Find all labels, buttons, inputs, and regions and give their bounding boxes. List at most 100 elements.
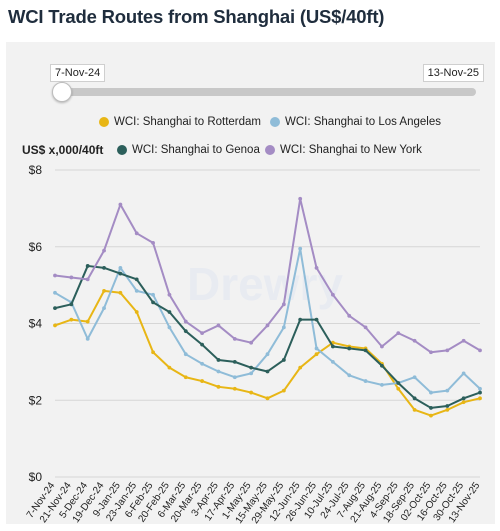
data-point <box>232 336 237 341</box>
data-point <box>249 390 254 395</box>
legend-item-genoa[interactable]: WCI: Shanghai to Genoa <box>117 144 260 156</box>
data-point <box>85 336 90 341</box>
y-tick-label: $2 <box>29 393 43 407</box>
data-point <box>298 246 303 251</box>
legend-label-genoa: WCI: Shanghai to Genoa <box>132 144 260 156</box>
data-point <box>183 375 188 380</box>
y-tick-label: $0 <box>29 470 43 484</box>
data-point <box>134 310 139 314</box>
data-point <box>363 379 368 383</box>
data-point <box>314 317 319 322</box>
legend-dot-los-angeles <box>270 117 280 127</box>
data-point <box>461 371 466 376</box>
data-point <box>151 350 155 355</box>
data-point <box>232 375 237 380</box>
data-point <box>314 346 319 351</box>
date-range-slider-handle[interactable] <box>52 82 72 102</box>
data-point <box>200 379 205 383</box>
data-point <box>118 202 123 207</box>
legend-item-new-york[interactable]: WCI: Shanghai to New York <box>265 144 422 156</box>
data-point <box>118 265 123 270</box>
data-point <box>167 365 172 370</box>
data-point <box>330 344 335 349</box>
legend-item-rotterdam[interactable]: WCI: Shanghai to Rotterdam <box>99 116 261 128</box>
y-tick-label: $8 <box>29 163 43 177</box>
data-point <box>380 344 384 349</box>
data-point <box>102 306 106 311</box>
data-point <box>412 375 417 380</box>
data-point <box>216 384 221 389</box>
data-point <box>363 325 368 330</box>
data-point <box>412 396 417 401</box>
data-point <box>265 323 270 328</box>
legend-dot-rotterdam <box>99 117 109 127</box>
data-point <box>200 361 205 366</box>
data-point <box>118 290 123 295</box>
data-point <box>102 288 106 293</box>
data-point <box>461 400 466 405</box>
data-point <box>445 407 450 412</box>
data-point <box>461 338 466 343</box>
data-point <box>412 338 417 343</box>
data-point <box>363 348 368 353</box>
data-point <box>183 329 188 334</box>
data-point <box>53 290 57 295</box>
data-point <box>380 383 384 387</box>
data-point <box>69 317 74 322</box>
legend-label-new-york: WCI: Shanghai to New York <box>280 144 422 156</box>
data-point <box>232 386 237 391</box>
legend-label-rotterdam: WCI: Shanghai to Rotterdam <box>114 116 262 128</box>
data-point <box>183 352 188 357</box>
data-point <box>265 352 270 357</box>
data-point <box>216 369 221 374</box>
data-point <box>85 319 90 324</box>
data-point <box>167 310 172 314</box>
data-point <box>330 359 335 364</box>
data-point <box>53 323 57 328</box>
data-point <box>281 325 286 330</box>
watermark-logo: Drewry <box>187 258 343 310</box>
data-point <box>347 313 352 318</box>
legend-label-los-angeles: WCI: Shanghai to Los Angeles <box>285 116 441 128</box>
data-point <box>396 381 401 385</box>
data-point <box>429 406 433 410</box>
data-point <box>102 265 106 270</box>
data-point <box>478 348 482 353</box>
data-point <box>314 352 319 357</box>
legend-dot-new-york <box>265 145 275 155</box>
data-point <box>330 292 335 297</box>
data-point <box>249 371 254 376</box>
data-point <box>134 288 139 293</box>
data-point <box>298 196 303 201</box>
data-point <box>200 331 205 335</box>
data-point <box>314 265 319 270</box>
data-point <box>216 358 221 362</box>
data-point <box>249 365 254 370</box>
data-point <box>412 407 417 412</box>
data-point <box>445 388 450 393</box>
data-point <box>396 331 401 335</box>
data-point <box>298 365 303 370</box>
data-point <box>429 350 433 355</box>
legend-dot-genoa <box>117 145 127 155</box>
data-point <box>151 292 155 297</box>
data-point <box>69 275 74 280</box>
data-point <box>298 317 303 322</box>
data-point <box>461 396 466 401</box>
data-point <box>53 306 57 311</box>
data-point <box>249 340 254 345</box>
data-point <box>347 346 352 351</box>
data-point <box>151 300 155 305</box>
data-point <box>429 413 433 418</box>
y-tick-label: $4 <box>29 317 43 331</box>
data-point <box>445 404 450 408</box>
data-point <box>216 323 221 328</box>
data-point <box>478 396 482 401</box>
data-point <box>183 319 188 324</box>
data-point <box>200 342 205 347</box>
legend-item-los-angeles[interactable]: WCI: Shanghai to Los Angeles <box>270 116 441 128</box>
y-tick-label: $6 <box>29 240 43 254</box>
data-point <box>478 390 482 395</box>
date-range-slider-track[interactable] <box>60 88 476 96</box>
